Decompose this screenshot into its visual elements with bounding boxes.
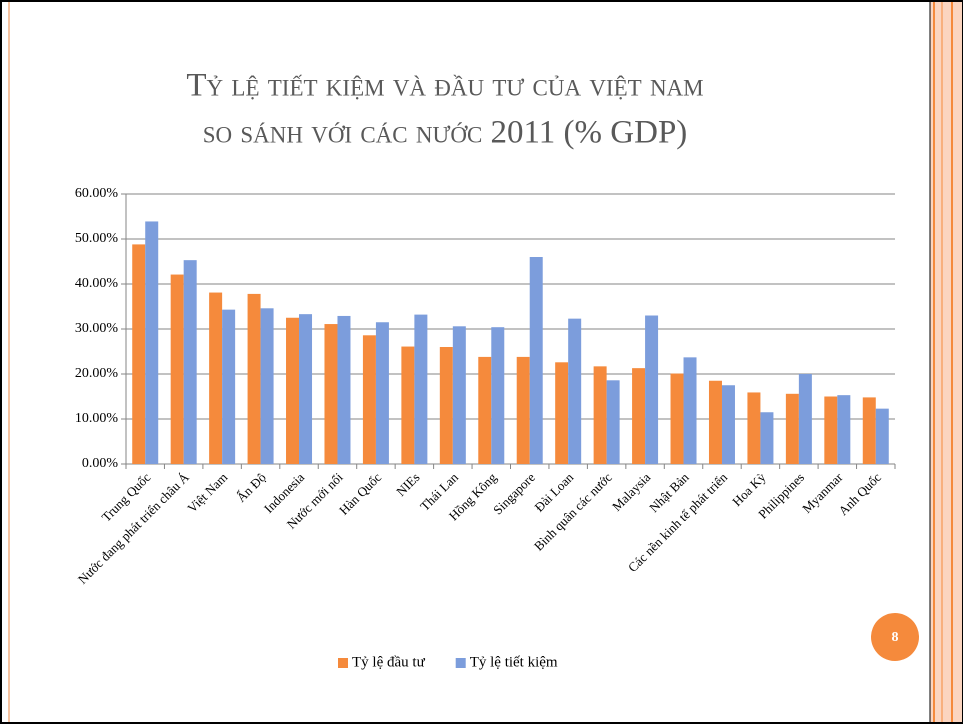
y-tick-label: 10.00%	[75, 411, 119, 426]
bar	[260, 308, 274, 464]
y-tick-label: 0.00%	[82, 456, 119, 471]
bar	[247, 293, 261, 464]
bar	[222, 309, 236, 464]
legend-label: Tỷ lệ đầu tư	[352, 654, 426, 670]
bar	[862, 397, 876, 464]
legend-swatch	[455, 658, 466, 668]
legend-swatch	[338, 658, 348, 668]
side-band	[930, 2, 962, 722]
bar	[683, 357, 697, 464]
y-tick-label: 50.00%	[75, 231, 119, 246]
bar	[747, 392, 761, 464]
bar	[337, 315, 351, 464]
y-tick-label: 40.00%	[75, 276, 119, 291]
bar	[529, 257, 543, 464]
bar	[798, 374, 812, 464]
bar	[132, 244, 146, 464]
bar	[439, 347, 453, 464]
bar	[401, 346, 415, 464]
bar	[375, 322, 389, 464]
bar	[286, 317, 300, 464]
bar	[414, 314, 428, 464]
bar	[555, 362, 569, 464]
bar	[760, 412, 774, 464]
bar	[785, 393, 799, 464]
bar	[568, 318, 582, 464]
page-badge	[871, 613, 919, 661]
bar	[324, 324, 338, 464]
bar	[645, 315, 659, 464]
bar	[670, 373, 684, 464]
bar	[875, 408, 889, 464]
legend-label: Tỷ lệ tiết kiệm	[470, 654, 558, 670]
bar	[170, 274, 184, 464]
bar	[721, 385, 735, 464]
slide-title: Tỷ lệ tiết kiệm và đầu tư của việt nam	[186, 68, 703, 104]
bar	[593, 366, 607, 464]
bar	[452, 326, 466, 464]
bar	[708, 380, 722, 464]
bar	[183, 260, 197, 464]
bar	[606, 380, 620, 464]
bar	[362, 335, 376, 464]
bar	[516, 356, 530, 464]
page-number: 8	[892, 630, 899, 645]
y-tick-label: 60.00%	[75, 186, 119, 201]
bar	[491, 327, 505, 464]
bar	[209, 292, 223, 464]
bar	[824, 396, 838, 464]
bar	[632, 368, 646, 464]
bar	[837, 395, 851, 464]
bar	[299, 314, 313, 464]
y-tick-label: 20.00%	[75, 366, 119, 381]
y-tick-label: 30.00%	[75, 321, 119, 336]
slide-title: so sánh với các nước 2011 (% GDP)	[203, 115, 688, 151]
bar	[478, 356, 492, 464]
bar	[145, 221, 159, 464]
